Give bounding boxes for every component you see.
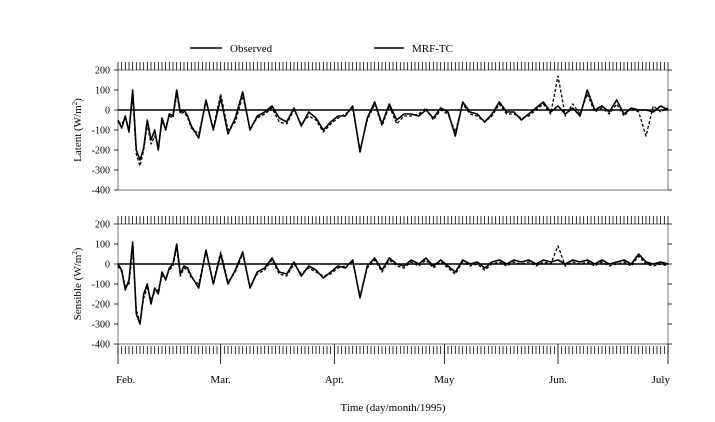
latent-mrf-tc-line	[117, 75, 669, 167]
sensible-y-tick-label: -300	[92, 320, 110, 331]
sensible-mrf-tc-line	[117, 245, 669, 323]
month-tick-label: Jun.	[549, 374, 567, 386]
month-tick-label: Mar.	[210, 374, 231, 386]
x-axis-label: Time (day/month/1995)	[340, 402, 445, 414]
sensible-y-tick-label: 0	[105, 260, 110, 271]
month-axis: Feb. Mar. Apr. May Jun. July	[116, 344, 670, 386]
latent-y-tick-label: -100	[92, 126, 110, 137]
sensible-y-tick-label: 200	[95, 220, 110, 231]
legend: Observed MRF-TC	[190, 43, 453, 55]
month-tick-label: July	[652, 374, 671, 386]
sensible-panel: Sensible (W/m2) 200 100 0 -100 -200 -300 -400	[71, 216, 672, 351]
sensible-observed-line	[117, 241, 669, 325]
latent-y-axis-label: Latent (W/m2)	[71, 98, 84, 162]
latent-y-tick-label: -200	[92, 146, 110, 157]
sensible-plot-frame	[117, 223, 669, 345]
latent-y-tick-label: 0	[105, 106, 110, 117]
sensible-y-tick-label: -100	[92, 280, 110, 291]
month-tick-label: Feb.	[116, 374, 136, 386]
latent-y-tick-label: -400	[92, 186, 110, 197]
latent-y-tick-label: -300	[92, 166, 110, 177]
legend-observed-label: Observed	[230, 43, 273, 55]
latent-y-tick-label: 200	[95, 66, 110, 77]
sensible-y-tick-label: 100	[95, 240, 110, 251]
latent-y-tick-label: 100	[95, 86, 110, 97]
sensible-y-axis-label: Sensible (W/m2)	[71, 247, 84, 320]
month-tick-label: May	[434, 374, 455, 386]
sensible-y-tick-label: -200	[92, 300, 110, 311]
legend-mrf-label: MRF-TC	[412, 43, 453, 55]
month-tick-label: Apr.	[325, 374, 345, 386]
sensible-y-tick-label: -400	[92, 340, 110, 351]
latent-panel: Latent (W/m2) 200 100 0 -100 -200 -300 -400	[71, 62, 672, 197]
